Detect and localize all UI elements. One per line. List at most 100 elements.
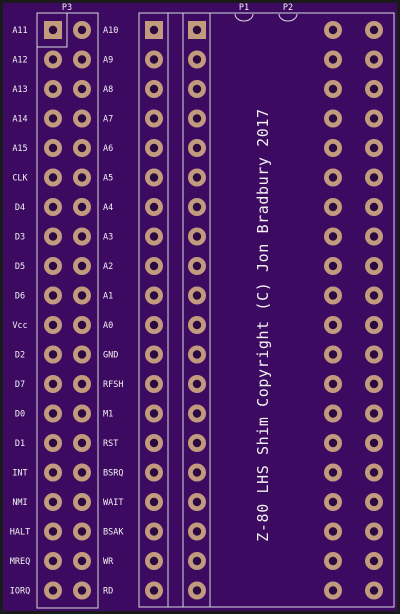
module-pad-d-12 bbox=[365, 345, 383, 364]
module-pad-a-4 bbox=[145, 109, 163, 128]
module-pad-b-8 bbox=[188, 227, 206, 246]
module-pad-c-13 bbox=[324, 375, 342, 393]
module-pad-a-16 bbox=[145, 463, 163, 482]
module-pad-c-19 bbox=[324, 552, 342, 570]
module-pad-d-11 bbox=[365, 316, 383, 334]
module-pad-b-14 bbox=[188, 404, 206, 423]
module-pad-d-5 bbox=[365, 139, 383, 157]
p3-pad-left-17 bbox=[44, 493, 62, 511]
p3-pad-right-15 bbox=[73, 434, 91, 452]
p3-pad-right-3 bbox=[73, 80, 91, 98]
p3-reference: P3 bbox=[62, 3, 72, 13]
p3-left-label: D7 bbox=[15, 380, 25, 390]
module-pad-b-2 bbox=[188, 50, 206, 69]
module-pad-a-3 bbox=[145, 80, 163, 98]
module-pad-b-15 bbox=[188, 434, 206, 452]
p3-pad-right-2 bbox=[73, 50, 91, 69]
p3-left-label: D4 bbox=[15, 203, 25, 213]
p3-right-label: A4 bbox=[103, 203, 113, 213]
pads-group bbox=[44, 21, 383, 600]
p3-pad-left-13 bbox=[44, 375, 62, 393]
p3-left-label: A15 bbox=[12, 144, 27, 154]
module-pad-a-17 bbox=[145, 493, 163, 511]
module-pad-a-2 bbox=[145, 50, 163, 69]
p3-pad-right-1 bbox=[73, 21, 91, 39]
module-pad-c-11 bbox=[324, 316, 342, 334]
p3-pad-left-16 bbox=[44, 463, 62, 482]
module-pad-c-9 bbox=[324, 257, 342, 275]
p3-right-label: A6 bbox=[103, 144, 113, 154]
module-pad-c-3 bbox=[324, 80, 342, 98]
p3-pad-left-19 bbox=[44, 552, 62, 570]
p3-left-label: D5 bbox=[15, 262, 25, 272]
p1-reference: P1 bbox=[239, 3, 249, 13]
p3-pad-left-8 bbox=[44, 227, 62, 246]
module-pad-d-20 bbox=[365, 581, 383, 600]
module-pad-b-19 bbox=[188, 552, 206, 570]
module-pad-d-14 bbox=[365, 404, 383, 423]
module-pad-c-4 bbox=[324, 109, 342, 128]
module-pad-c-5 bbox=[324, 139, 342, 157]
p3-right-label: RST bbox=[103, 439, 118, 449]
p3-left-label: A14 bbox=[12, 115, 27, 125]
module-pad-a-6 bbox=[145, 168, 163, 187]
p2-mark bbox=[278, 13, 298, 22]
module-pad-d-19 bbox=[365, 552, 383, 570]
p3-pad-left-9 bbox=[44, 257, 62, 275]
module-pad-b-6 bbox=[188, 168, 206, 187]
module-pad-a-15 bbox=[145, 434, 163, 452]
module-pad-a-18 bbox=[145, 522, 163, 541]
p3-left-label: A13 bbox=[12, 85, 27, 95]
module-pad-d-10 bbox=[365, 286, 383, 305]
p3-pad-right-13 bbox=[73, 375, 91, 393]
module-pad-d-1 bbox=[365, 21, 383, 39]
module-pad-a-9 bbox=[145, 257, 163, 275]
module-pad-b-1 bbox=[188, 21, 206, 39]
p3-pad-right-7 bbox=[73, 198, 91, 216]
p3-right-label: RFSH bbox=[103, 380, 123, 390]
p3-pad-right-8 bbox=[73, 227, 91, 246]
p3-left-label: MREQ bbox=[10, 557, 30, 567]
module-pad-d-3 bbox=[365, 80, 383, 98]
module-pad-b-16 bbox=[188, 463, 206, 482]
module-pad-a-7 bbox=[145, 198, 163, 216]
p3-left-label: A11 bbox=[12, 26, 27, 36]
pin-labels: P3 P1 P2 A11 A10 A12 A9 A13 A8 A14 A7 A15 A6 CLK A5… bbox=[10, 3, 293, 597]
component-outlines bbox=[36, 12, 395, 609]
p3-pad-left-3 bbox=[44, 80, 62, 98]
p3-pad-right-10 bbox=[73, 286, 91, 305]
p3-right-label: GND bbox=[103, 351, 118, 361]
module-pad-b-4 bbox=[188, 109, 206, 128]
p3-right-label: A8 bbox=[103, 85, 113, 95]
p3-pad-right-17 bbox=[73, 493, 91, 511]
module-pad-c-14 bbox=[324, 404, 342, 423]
p3-left-label: INT bbox=[12, 469, 27, 479]
module-pad-c-8 bbox=[324, 227, 342, 246]
module-pad-c-20 bbox=[324, 581, 342, 600]
module-pad-d-9 bbox=[365, 257, 383, 275]
p3-left-label: CLK bbox=[12, 174, 28, 184]
module-pad-d-16 bbox=[365, 463, 383, 482]
module-pad-b-10 bbox=[188, 286, 206, 305]
module-pad-c-6 bbox=[324, 168, 342, 187]
p3-right-label: A3 bbox=[103, 233, 113, 243]
module-pad-a-5 bbox=[145, 139, 163, 157]
module-pad-d-4 bbox=[365, 109, 383, 128]
module-pad-b-12 bbox=[188, 345, 206, 364]
p3-left-label: D3 bbox=[15, 233, 25, 243]
p3-pad-left-15 bbox=[44, 434, 62, 452]
module-pad-a-10 bbox=[145, 286, 163, 305]
module-pad-d-6 bbox=[365, 168, 383, 187]
p3-pad-left-12 bbox=[44, 345, 62, 364]
module-pad-a-8 bbox=[145, 227, 163, 246]
p3-left-label: D0 bbox=[15, 410, 25, 420]
p3-pad-left-1 bbox=[44, 21, 62, 39]
p3-pad-left-6 bbox=[44, 168, 62, 187]
p3-right-label: WAIT bbox=[103, 498, 123, 508]
module-pad-a-1 bbox=[145, 21, 163, 39]
module-pad-d-13 bbox=[365, 375, 383, 393]
p3-pad-right-11 bbox=[73, 316, 91, 334]
p3-pad-right-20 bbox=[73, 581, 91, 600]
